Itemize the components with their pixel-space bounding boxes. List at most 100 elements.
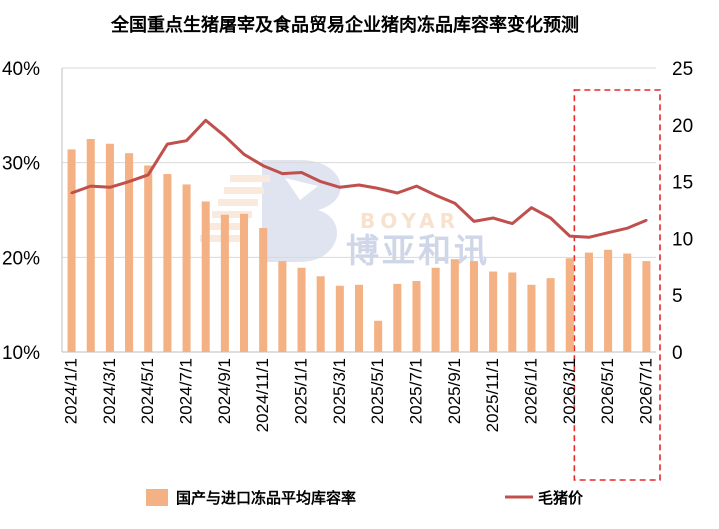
legend: 国产与进口冻品平均库容率 毛猪价	[146, 489, 584, 507]
line-point	[185, 139, 188, 142]
bar	[527, 284, 536, 352]
bar	[278, 261, 287, 352]
x-tick-label: 2025/1/1	[292, 358, 311, 424]
line-point	[204, 119, 207, 122]
bar	[259, 227, 268, 352]
line-point	[223, 134, 227, 138]
line-point	[147, 173, 150, 176]
line-point	[166, 142, 169, 146]
watermark-stripe	[224, 187, 264, 194]
left-tick-label: 10%	[2, 343, 40, 364]
x-tick-label: 2025/3/1	[330, 358, 349, 424]
left-tick-label: 20%	[2, 248, 40, 269]
forecast-highlight-box	[573, 89, 661, 481]
x-tick-label: 2024/1/1	[62, 358, 81, 424]
bar	[297, 267, 306, 352]
right-axis-ticks: 0 5 10 15 20 25	[672, 59, 693, 364]
line-point	[89, 184, 92, 188]
bar	[584, 252, 593, 352]
x-tick-label: 2026/3/1	[560, 358, 579, 424]
right-tick-label: 10	[672, 229, 693, 250]
line-point	[626, 226, 629, 230]
bar	[565, 258, 574, 352]
watermark-stripe	[212, 211, 252, 218]
watermark-brand-cn: 博亚和讯	[346, 231, 490, 270]
x-tick-label: 2026/1/1	[521, 358, 540, 424]
bar	[67, 149, 76, 352]
watermark-brand-en: BOYAR	[360, 209, 460, 233]
line-point	[261, 164, 265, 167]
line-point	[281, 172, 284, 175]
right-tick-label: 20	[672, 116, 693, 137]
right-tick-label: 5	[672, 286, 683, 307]
legend-line-label: 毛猪价	[538, 489, 584, 507]
bar-series	[67, 139, 651, 352]
bar	[125, 153, 134, 352]
line-point	[242, 153, 246, 156]
line-point	[491, 216, 495, 220]
x-tick-label: 2024/11/1	[253, 358, 272, 432]
line-point	[338, 186, 342, 189]
line-point	[606, 231, 610, 234]
line-point	[396, 191, 399, 195]
line-path	[71, 118, 647, 239]
bar	[489, 271, 498, 352]
x-tick-label: 2024/7/1	[177, 358, 196, 424]
bar	[335, 285, 344, 352]
bar	[374, 320, 383, 352]
bar	[546, 278, 555, 352]
line-point	[549, 216, 552, 220]
highlight-rect	[573, 89, 661, 481]
bar	[163, 174, 172, 352]
line-point	[645, 219, 648, 222]
bar	[469, 261, 478, 352]
line-point	[376, 187, 380, 190]
line-point	[472, 220, 476, 223]
bar	[604, 249, 613, 352]
watermark-stripe	[230, 175, 270, 182]
bar	[182, 184, 191, 352]
bar	[220, 214, 229, 352]
line-point	[357, 183, 361, 187]
line-point	[108, 186, 112, 189]
bar	[393, 283, 402, 352]
watermark-logo-shape	[262, 160, 341, 262]
chart-title: 全国重点生猪屠宰及食品贸易企业猪肉冻品库容率变化预测	[110, 14, 579, 36]
bar	[354, 284, 364, 352]
x-tick-label: 2024/9/1	[215, 358, 234, 424]
x-axis-ticks: 2024/1/1 2024/3/1 2024/5/1 2024/7/1 2024/9/1…	[62, 358, 656, 432]
bar	[105, 143, 114, 352]
bar	[642, 261, 651, 352]
right-tick-label: 25	[672, 59, 693, 80]
line-series	[70, 118, 648, 239]
x-tick-label: 2025/11/1	[483, 358, 502, 432]
x-tick-label: 2024/5/1	[138, 358, 157, 424]
line-point	[587, 236, 591, 239]
line-point	[530, 206, 533, 209]
axes	[61, 68, 656, 353]
line-point	[434, 194, 437, 197]
line-point	[70, 191, 73, 195]
x-tick-label: 2025/7/1	[406, 358, 425, 424]
bar	[623, 253, 632, 352]
legend-bar-swatch	[146, 489, 168, 506]
bar	[431, 267, 440, 352]
line-point	[319, 180, 322, 183]
bar	[240, 213, 249, 352]
x-tick-label: 2025/5/1	[368, 358, 387, 424]
bar	[201, 201, 210, 352]
watermark-stripe	[200, 235, 240, 242]
line-point	[127, 180, 131, 183]
bar	[86, 139, 95, 352]
watermark-stripe	[218, 199, 258, 206]
left-axis-ticks: 10% 20% 30% 40%	[2, 59, 40, 364]
x-tick-label: 2026/7/1	[636, 358, 655, 424]
x-tick-label: 2024/3/1	[100, 358, 119, 424]
line-point	[511, 222, 514, 225]
legend-bar-label: 国产与进口冻品平均库容率	[176, 489, 356, 507]
x-tick-label: 2025/9/1	[445, 358, 464, 424]
bar	[412, 281, 421, 352]
line-point	[453, 201, 457, 205]
